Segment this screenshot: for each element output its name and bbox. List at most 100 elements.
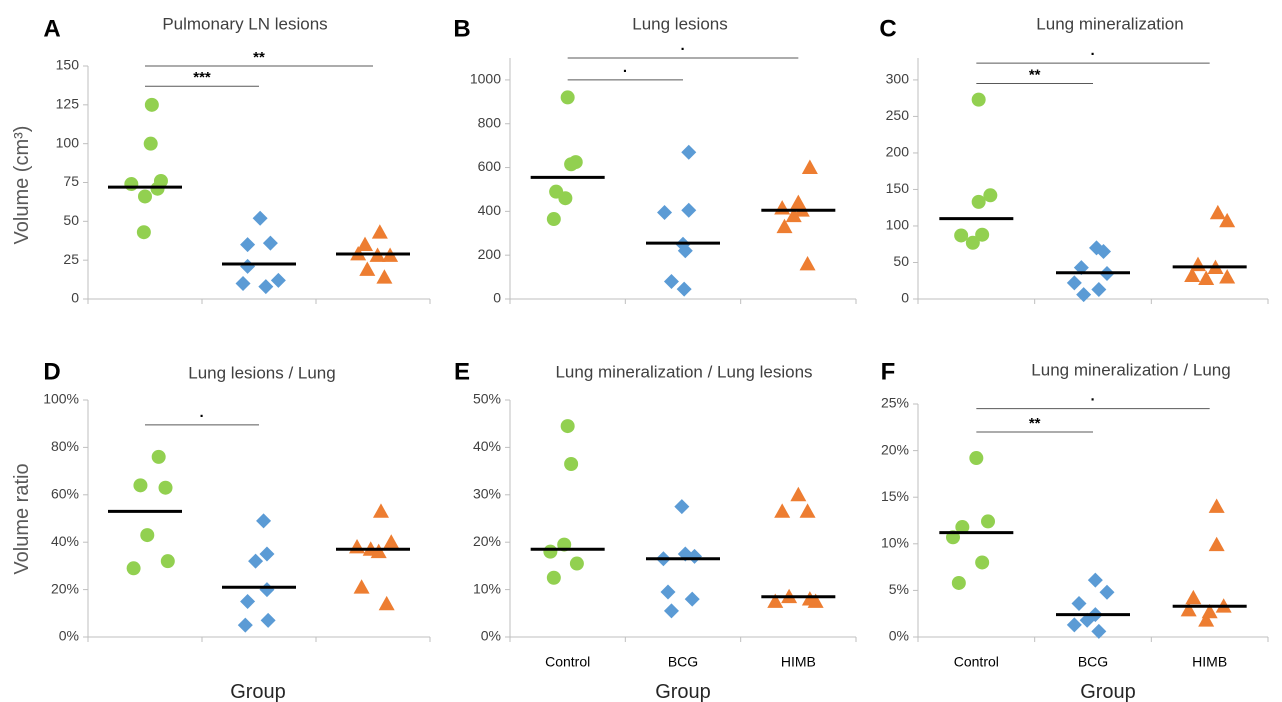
panel-title: Lung lesions / Lung xyxy=(188,363,335,382)
point-control xyxy=(981,514,995,529)
point-bcg xyxy=(240,237,256,253)
point-bcg xyxy=(1096,244,1111,260)
point-himb xyxy=(371,224,388,239)
point-control xyxy=(124,177,139,192)
point-himb xyxy=(1219,269,1236,284)
y-tick-label: 25% xyxy=(881,395,909,411)
panel-letter: F xyxy=(881,358,896,385)
point-control xyxy=(983,188,998,203)
point-control xyxy=(546,570,561,585)
point-bcg xyxy=(1071,595,1087,611)
y-tick-label: 40% xyxy=(473,438,501,454)
point-control xyxy=(965,235,980,250)
point-control xyxy=(975,227,990,242)
point-bcg xyxy=(676,281,692,297)
y-tick-label: 100 xyxy=(56,134,80,150)
point-himb xyxy=(353,579,370,594)
y-tick-label: 100% xyxy=(43,391,79,407)
point-himb xyxy=(807,593,824,608)
point-bcg xyxy=(240,593,256,609)
y-tick-label: 100 xyxy=(886,217,910,233)
significance-label: · xyxy=(1091,392,1096,409)
y-tick-label: 0% xyxy=(481,628,501,644)
point-control xyxy=(126,561,141,576)
point-bcg xyxy=(684,591,700,607)
y-tick-label: 15% xyxy=(881,488,909,504)
x-tick-label: Control xyxy=(954,654,999,670)
point-bcg xyxy=(237,617,253,633)
point-bcg xyxy=(663,603,679,619)
point-bcg xyxy=(674,499,690,515)
y-tick-label: 300 xyxy=(886,71,910,87)
point-bcg xyxy=(259,582,275,598)
point-control xyxy=(160,554,175,569)
point-bcg xyxy=(1066,617,1082,633)
point-bcg xyxy=(258,279,274,295)
significance-label: ** xyxy=(253,49,265,66)
point-control xyxy=(138,189,152,204)
y-tick-label: 20% xyxy=(51,580,79,596)
point-himb xyxy=(349,538,366,554)
point-bcg xyxy=(256,513,272,529)
y-tick-label: 20% xyxy=(473,533,501,549)
point-bcg xyxy=(1066,275,1082,291)
point-bcg xyxy=(1087,572,1103,588)
panel-title: Lung mineralization / Lung xyxy=(1031,360,1230,379)
point-himb xyxy=(785,207,802,223)
panel-letter: A xyxy=(43,15,60,42)
point-control xyxy=(954,228,969,243)
y-tick-label: 1000 xyxy=(470,71,501,87)
panel-letter: B xyxy=(453,15,470,42)
point-himb xyxy=(1219,212,1236,228)
panel-a: A Pulmonary LN lesions0255075100125150***… xyxy=(43,14,431,306)
y-tick-label: 0 xyxy=(71,290,79,306)
significance-label: · xyxy=(681,41,686,58)
x-axis-label-middle: Group xyxy=(655,681,711,702)
x-tick-label: BCG xyxy=(1078,654,1108,670)
x-axis-label-right: Group xyxy=(1080,681,1136,702)
x-tick-label: HIMB xyxy=(1192,654,1227,670)
point-control xyxy=(560,419,575,434)
point-himb xyxy=(378,595,395,611)
point-control xyxy=(133,478,148,493)
panel-f: F Lung mineralization / Lung 0% 5% 10% 15% 20%… xyxy=(881,358,1269,670)
point-himb xyxy=(1208,536,1225,552)
point-control xyxy=(971,92,986,107)
y-tick-label: 40% xyxy=(51,533,79,549)
panel-title: Lung mineralization / Lung lesions xyxy=(555,362,812,381)
significance-label: · xyxy=(623,63,628,80)
point-bcg xyxy=(262,235,278,251)
significance-label: ** xyxy=(1029,67,1041,84)
y-tick-label: 20% xyxy=(881,441,909,457)
panel-e: E Lung mineralization / Lung lesions 0% 10%… xyxy=(454,358,857,670)
point-himb xyxy=(1201,603,1218,619)
panel-d: D Lung lesions / Lung 0% 20% 40% 60% 80% 100% · xyxy=(43,358,431,644)
point-bcg xyxy=(1091,282,1107,298)
significance-label: *** xyxy=(193,69,211,86)
point-himb xyxy=(359,261,376,276)
y-tick-label: 50% xyxy=(473,391,501,407)
y-tick-label: 125 xyxy=(56,96,80,112)
point-bcg xyxy=(1076,287,1092,303)
point-himb xyxy=(383,534,400,549)
point-himb xyxy=(767,593,784,608)
panel-title: Lung mineralization xyxy=(1036,14,1183,33)
point-himb xyxy=(1208,498,1225,513)
y-tick-label: 200 xyxy=(478,246,502,262)
point-himb xyxy=(801,159,818,174)
point-control xyxy=(144,97,159,112)
point-control xyxy=(546,212,561,227)
point-control xyxy=(564,456,579,471)
y-tick-label: 0% xyxy=(889,628,909,644)
significance-label: · xyxy=(200,408,205,425)
point-control xyxy=(158,480,173,495)
point-himb xyxy=(370,543,387,559)
point-bcg xyxy=(660,584,676,600)
significance-label: · xyxy=(1091,46,1096,63)
point-himb xyxy=(1185,589,1202,605)
point-bcg xyxy=(252,210,268,226)
y-tick-label: 0 xyxy=(493,290,501,306)
point-bcg xyxy=(240,258,256,274)
y-tick-label: 0 xyxy=(901,290,909,306)
y-tick-label: 200 xyxy=(886,144,910,160)
